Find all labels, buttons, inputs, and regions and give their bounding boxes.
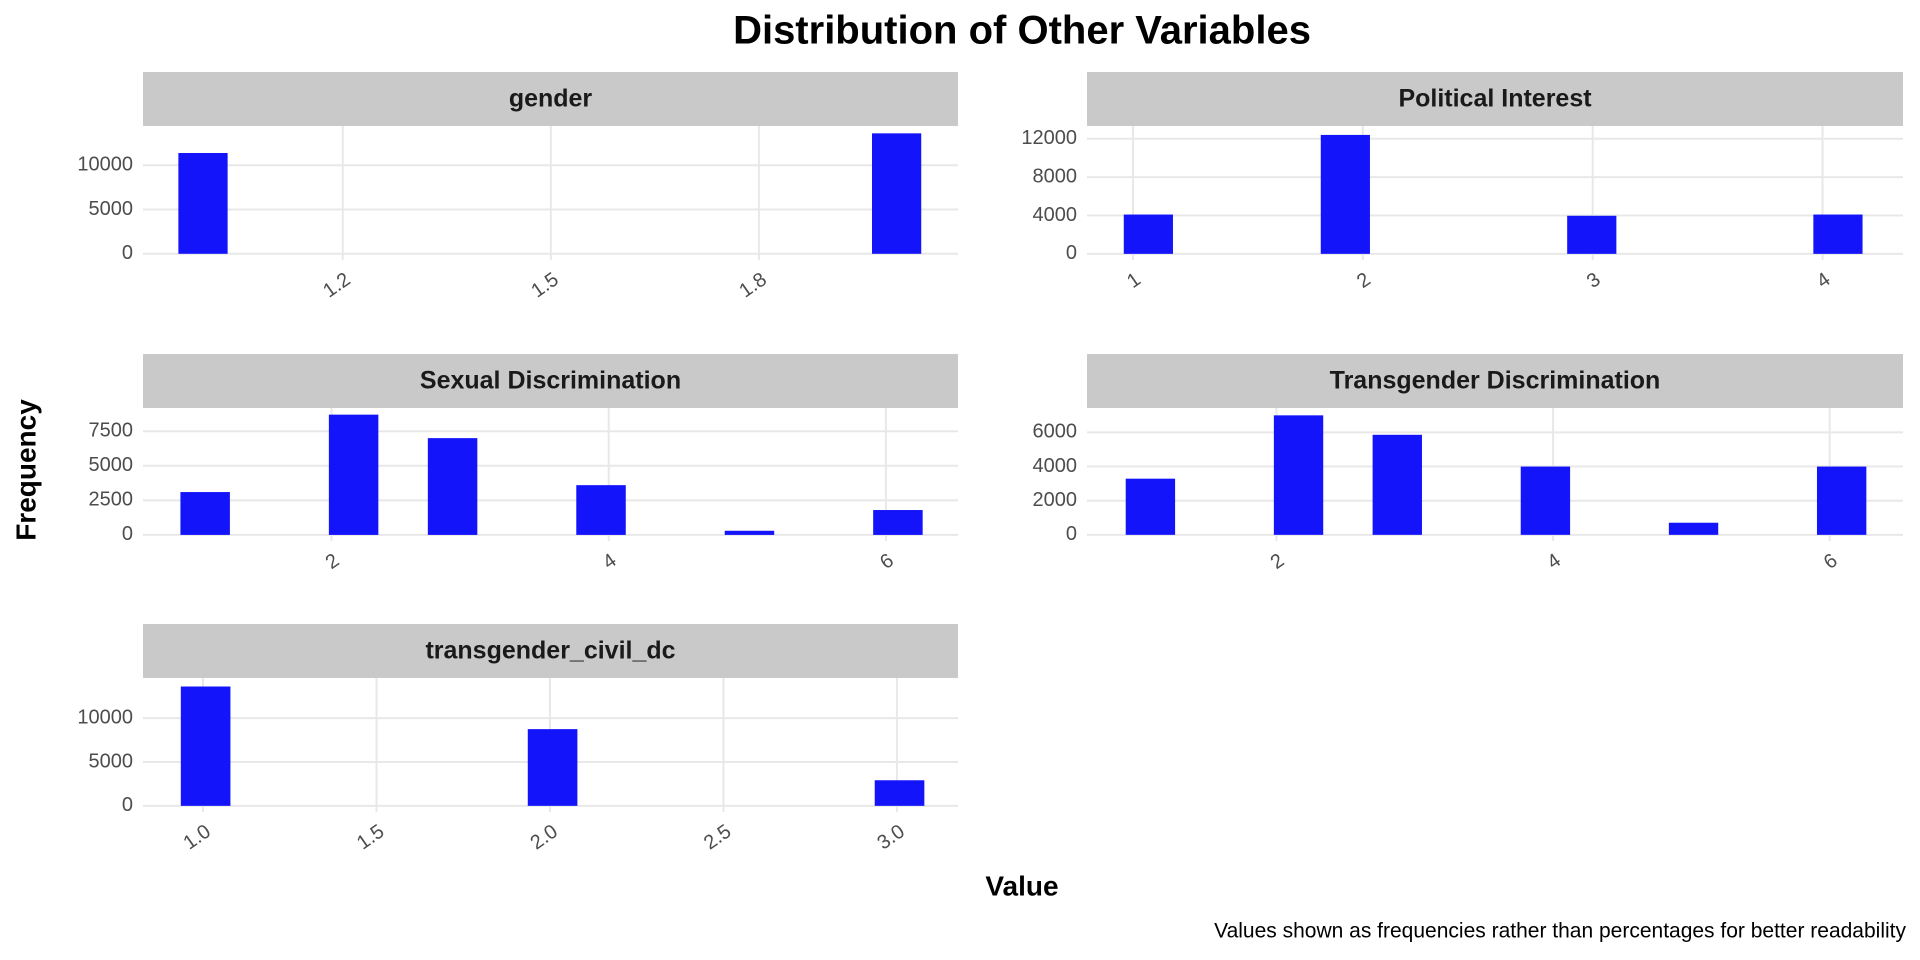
x-axis-label: Value [985,870,1058,901]
bar [1668,522,1719,535]
bar [1273,415,1324,535]
y-tick-label: 12000 [1021,127,1077,149]
bar [576,485,626,535]
bar [873,510,923,535]
y-tick-label: 6000 [1033,421,1078,443]
bar [180,686,231,806]
bar [724,530,775,535]
bar [178,152,228,254]
y-axis-label: Frequency [10,399,41,541]
bar [1520,466,1571,535]
bar [427,438,478,535]
y-tick-label: 0 [122,523,133,545]
y-tick-label: 10000 [77,154,133,176]
bar [527,729,578,806]
facet-title: Sexual Discrimination [420,367,681,395]
facet-title: gender [509,85,593,113]
bar [1372,434,1422,535]
y-tick-label: 7500 [89,420,134,442]
facet-title: Transgender Discrimination [1330,367,1661,395]
bar [1816,466,1867,535]
bar [180,492,230,535]
y-tick-label: 4000 [1033,204,1078,226]
caption: Values shown as frequencies rather than … [1214,920,1906,943]
y-tick-label: 5000 [89,198,134,220]
y-tick-label: 5000 [89,750,134,772]
y-tick-label: 0 [1066,523,1077,545]
bar [1123,214,1173,254]
bar [328,414,379,535]
y-tick-label: 0 [1066,242,1077,264]
y-tick-label: 5000 [89,454,134,476]
bar [1320,134,1370,254]
bar [871,133,922,254]
y-tick-label: 0 [122,242,133,264]
y-tick-label: 2500 [89,489,134,511]
y-tick-label: 2000 [1033,489,1078,511]
facet-strip [143,624,958,678]
facet-title: Political Interest [1398,85,1592,113]
facet-strip [143,72,958,126]
y-tick-label: 8000 [1033,165,1078,187]
bar [1567,215,1617,254]
y-tick-label: 10000 [77,706,133,728]
bar [1125,478,1176,535]
facet-title: transgender_civil_dc [425,637,675,665]
bar [1813,214,1863,254]
facet-strip [1087,354,1903,408]
bar [874,780,925,806]
facet-strip [1087,72,1903,126]
facet-strip [143,354,958,408]
chart-title: Distribution of Other Variables [733,9,1311,53]
y-tick-label: 4000 [1033,455,1078,477]
y-tick-label: 0 [122,794,133,816]
